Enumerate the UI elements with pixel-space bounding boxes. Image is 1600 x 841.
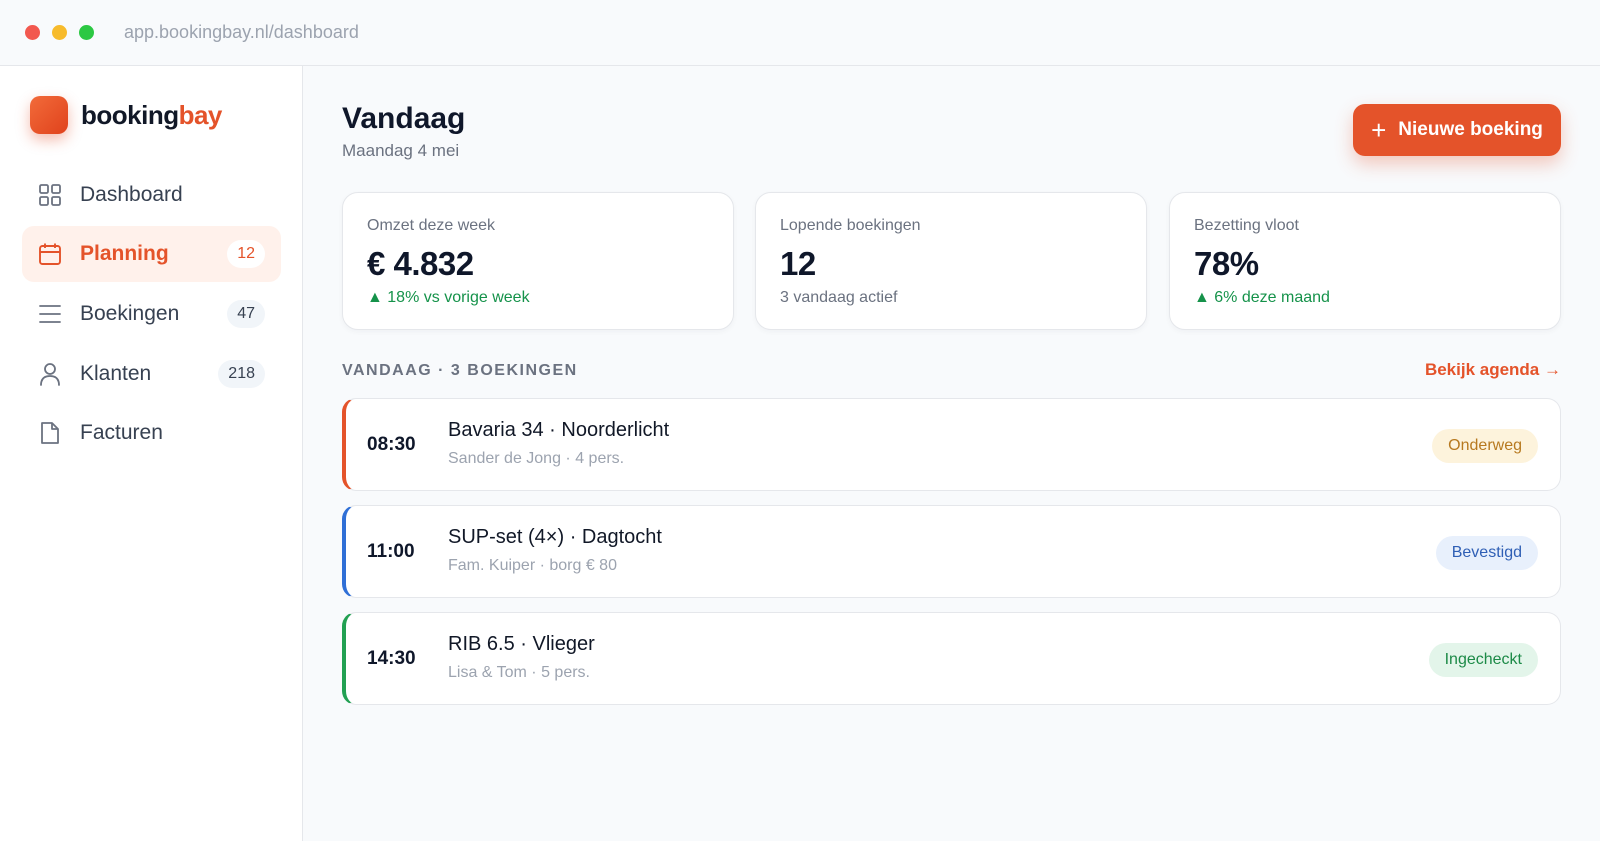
- maximize-window-button[interactable]: [79, 25, 94, 40]
- browser-titlebar: app.bookingbay.nl/dashboard: [0, 0, 1600, 66]
- section-title: VANDAAG · 3 BOEKINGEN: [342, 362, 578, 379]
- close-window-button[interactable]: [25, 25, 40, 40]
- view-agenda-link[interactable]: Bekijk agenda →: [1424, 360, 1561, 379]
- sidebar-item-label: Planning: [80, 242, 169, 265]
- new-booking-button[interactable]: + Nieuwe boeking: [1353, 104, 1561, 156]
- stat-label: Lopende boekingen: [780, 217, 921, 234]
- stat-label: Bezetting vloot: [1194, 217, 1299, 234]
- plus-icon: +: [1371, 115, 1387, 145]
- booking-row[interactable]: 08:30 Bavaria 34 · Noorderlicht Sander d…: [342, 398, 1561, 491]
- count-badge: 218: [218, 360, 265, 388]
- main-content: Vandaag Maandag 4 mei + Nieuwe boeking O…: [303, 66, 1600, 841]
- booking-meta: Fam. Kuiper · borg € 80: [448, 557, 617, 574]
- booking-time: 14:30: [367, 648, 416, 669]
- stat-value: 78%: [1194, 245, 1259, 282]
- list-icon: [38, 302, 62, 326]
- logo-mark-icon: [30, 96, 68, 134]
- brand-logo[interactable]: bookingbay: [30, 96, 222, 134]
- stat-trend: ▲ 18% vs vorige week: [367, 289, 530, 306]
- booking-row[interactable]: 14:30 RIB 6.5 · Vlieger Lisa & Tom · 5 p…: [342, 612, 1561, 705]
- count-badge: 47: [227, 300, 265, 328]
- address-bar[interactable]: app.bookingbay.nl/dashboard: [124, 22, 359, 42]
- sidebar-item-klanten[interactable]: Klanten 218: [22, 346, 281, 402]
- stat-label: Omzet deze week: [367, 217, 496, 234]
- minimize-window-button[interactable]: [52, 25, 67, 40]
- count-badge: 12: [227, 240, 265, 268]
- stat-card-revenue: Omzet deze week € 4.832 ▲ 18% vs vorige …: [342, 192, 734, 330]
- page-title: Vandaag: [342, 102, 466, 135]
- booking-meta: Lisa & Tom · 5 pers.: [448, 664, 590, 681]
- booking-title: SUP-set (4×) · Dagtocht: [448, 526, 662, 548]
- booking-meta: Sander de Jong · 4 pers.: [448, 450, 625, 467]
- sidebar-item-label: Klanten: [80, 362, 152, 385]
- user-icon: [38, 362, 62, 386]
- status-badge: Bevestigd: [1435, 536, 1538, 570]
- brand-name-part2: bay: [178, 99, 223, 130]
- grid-icon: [38, 183, 62, 207]
- sidebar-item-planning[interactable]: Planning 12: [22, 226, 281, 282]
- booking-title: RIB 6.5 · Vlieger: [448, 633, 595, 655]
- booking-time: 11:00: [367, 541, 415, 562]
- sidebar-item-facturen[interactable]: Facturen: [22, 405, 281, 461]
- sidebar-item-boekingen[interactable]: Boekingen 47: [22, 286, 281, 342]
- stat-value: 12: [780, 245, 816, 282]
- new-booking-label: Nieuwe boeking: [1398, 119, 1543, 140]
- stat-trend: ▲ 6% deze maand: [1194, 289, 1330, 306]
- booking-row[interactable]: 11:00 SUP-set (4×) · Dagtocht Fam. Kuipe…: [342, 505, 1561, 598]
- sidebar-item-label: Boekingen: [80, 302, 180, 325]
- document-icon: [38, 421, 62, 445]
- stat-card-fleet-occupancy: Bezetting vloot 78% ▲ 6% deze maand: [1169, 192, 1561, 330]
- booking-title: Bavaria 34 · Noorderlicht: [448, 419, 670, 441]
- brand-name: bookingbay: [81, 100, 222, 131]
- calendar-icon: [38, 242, 62, 266]
- sidebar-item-label: Facturen: [80, 421, 163, 444]
- stat-value: € 4.832: [367, 245, 474, 282]
- page-subtitle: Maandag 4 mei: [342, 141, 460, 160]
- stat-card-running-bookings: Lopende boekingen 12 3 vandaag actief: [755, 192, 1147, 330]
- sidebar-item-dashboard[interactable]: Dashboard: [22, 167, 281, 223]
- booking-time: 08:30: [367, 434, 416, 455]
- sidebar: bookingbay Dashboard Planning 12 Boeking…: [0, 66, 303, 841]
- status-badge: Ingecheckt: [1428, 643, 1538, 677]
- stat-subtext: 3 vandaag actief: [780, 289, 898, 306]
- status-badge: Onderweg: [1432, 429, 1538, 463]
- brand-name-part1: booking: [81, 99, 179, 130]
- sidebar-item-label: Dashboard: [80, 183, 183, 206]
